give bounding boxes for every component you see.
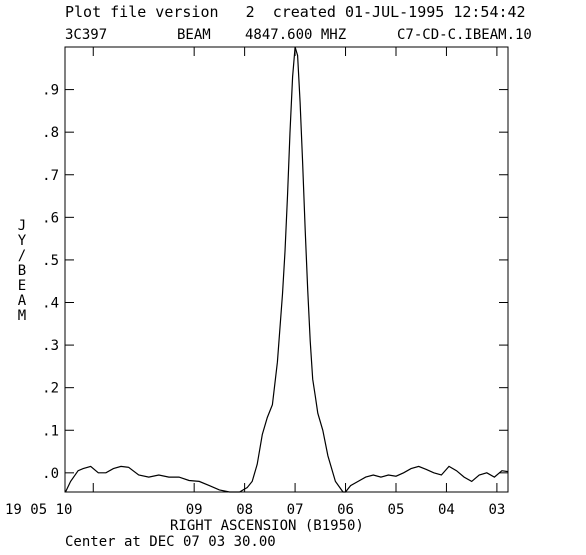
x-tick-label: 03 bbox=[488, 502, 505, 518]
y-tick-label: .2 bbox=[42, 381, 59, 397]
y-tick-label: .7 bbox=[42, 168, 59, 184]
y-tick-label: .8 bbox=[42, 125, 59, 141]
y-axis-label-char: E bbox=[18, 278, 26, 294]
y-axis-label-char: B bbox=[18, 263, 26, 279]
plot-file-header: Plot file version 2 created 01-JUL-1995 … bbox=[65, 3, 526, 21]
y-axis-label-char: M bbox=[18, 308, 26, 324]
x-axis-label: RIGHT ASCENSION (B1950) bbox=[170, 518, 364, 534]
frequency: 4847.600 MHZ bbox=[245, 27, 346, 43]
y-axis-label-char: A bbox=[18, 293, 27, 309]
beam-profile-line bbox=[64, 46, 509, 493]
y-axis-ticks: .0 .1 .2 .3 .4 .5 .6 .7 .8 .9 bbox=[42, 83, 508, 482]
y-axis-label-char: Y bbox=[18, 233, 27, 249]
y-tick-label: .6 bbox=[42, 210, 59, 226]
source-name: 3C397 bbox=[65, 27, 107, 43]
x-tick-label: 08 bbox=[236, 502, 253, 518]
y-axis-label-char: J bbox=[18, 218, 26, 234]
x-tick-label: 19 05 10 bbox=[5, 502, 72, 518]
plot-kind: BEAM bbox=[177, 27, 211, 43]
plot-frame bbox=[64, 46, 509, 493]
x-axis-ticks: 19 05 10 09 08 07 06 05 04 03 bbox=[5, 47, 505, 518]
x-tick-label: 09 bbox=[186, 502, 203, 518]
file-name: C7-CD-C.IBEAM.10 bbox=[397, 27, 532, 43]
y-tick-label: .9 bbox=[42, 83, 59, 99]
y-tick-label: .5 bbox=[42, 253, 59, 269]
y-tick-label: .3 bbox=[42, 338, 59, 354]
y-tick-label: .1 bbox=[42, 423, 59, 439]
y-axis-label: JY/BEAM bbox=[18, 218, 27, 324]
x-tick-label: 05 bbox=[388, 502, 405, 518]
y-tick-label: .0 bbox=[42, 466, 59, 482]
y-tick-label: .4 bbox=[42, 296, 59, 312]
x-tick-label: 06 bbox=[337, 502, 354, 518]
center-declination-note: Center at DEC 07 03 30.00 bbox=[65, 534, 276, 550]
x-tick-label: 04 bbox=[438, 502, 455, 518]
x-tick-label: 07 bbox=[287, 502, 304, 518]
y-axis-label-char: / bbox=[18, 248, 26, 264]
